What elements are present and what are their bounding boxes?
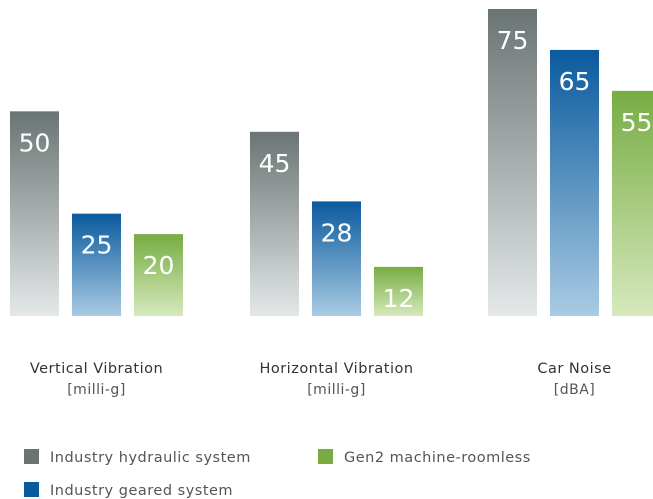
bar-vertical-vibration-industry-geared-system bbox=[72, 213, 121, 316]
category-label: Horizontal Vibration bbox=[259, 361, 413, 377]
bar-car-noise-industry-geared-system bbox=[550, 49, 599, 316]
bar-value-label: 12 bbox=[383, 284, 415, 313]
category-label: Car Noise bbox=[537, 361, 611, 377]
bar-vertical-vibration-gen2-machine-roomless bbox=[134, 234, 183, 316]
bar-car-noise-industry-hydraulic-system bbox=[488, 9, 537, 316]
bar-value-label: 28 bbox=[321, 218, 353, 247]
bar-value-label: 75 bbox=[497, 26, 529, 55]
category-labels: Vertical Vibration [milli-g] Horizontal Vi… bbox=[30, 361, 611, 398]
bars-layer: 50 25 20 45 28 12 75 65 55 bbox=[10, 9, 653, 316]
legend-label-industry-hydraulic-system: Industry hydraulic system bbox=[50, 450, 251, 466]
bar-vertical-vibration-industry-hydraulic-system bbox=[10, 111, 59, 316]
bar-car-noise-gen2-machine-roomless bbox=[612, 90, 653, 316]
bar-value-label: 20 bbox=[143, 251, 175, 280]
bar-value-label: 50 bbox=[19, 128, 51, 157]
category-unit-label: [milli-g] bbox=[67, 382, 126, 398]
bar-horizontal-vibration-industry-hydraulic-system bbox=[250, 131, 299, 316]
category-label: Vertical Vibration bbox=[30, 361, 163, 377]
bar-value-label: 65 bbox=[559, 67, 591, 96]
legend: Industry hydraulic system Industry geared… bbox=[24, 449, 531, 499]
legend-swatch-gen2-machine-roomless bbox=[318, 449, 333, 464]
category-unit-label: [milli-g] bbox=[307, 382, 366, 398]
category-unit-label: [dBA] bbox=[554, 382, 596, 398]
legend-swatch-industry-geared-system bbox=[24, 482, 39, 497]
legend-label-industry-geared-system: Industry geared system bbox=[50, 483, 233, 499]
legend-label-gen2-machine-roomless: Gen2 machine-roomless bbox=[344, 450, 531, 466]
bar-horizontal-vibration-gen2-machine-roomless bbox=[374, 266, 423, 316]
bar-value-label: 55 bbox=[621, 108, 653, 137]
bar-value-label: 45 bbox=[259, 149, 291, 178]
legend-swatch-industry-hydraulic-system bbox=[24, 449, 39, 464]
bar-horizontal-vibration-industry-geared-system bbox=[312, 201, 361, 316]
bar-value-label: 25 bbox=[81, 231, 113, 260]
